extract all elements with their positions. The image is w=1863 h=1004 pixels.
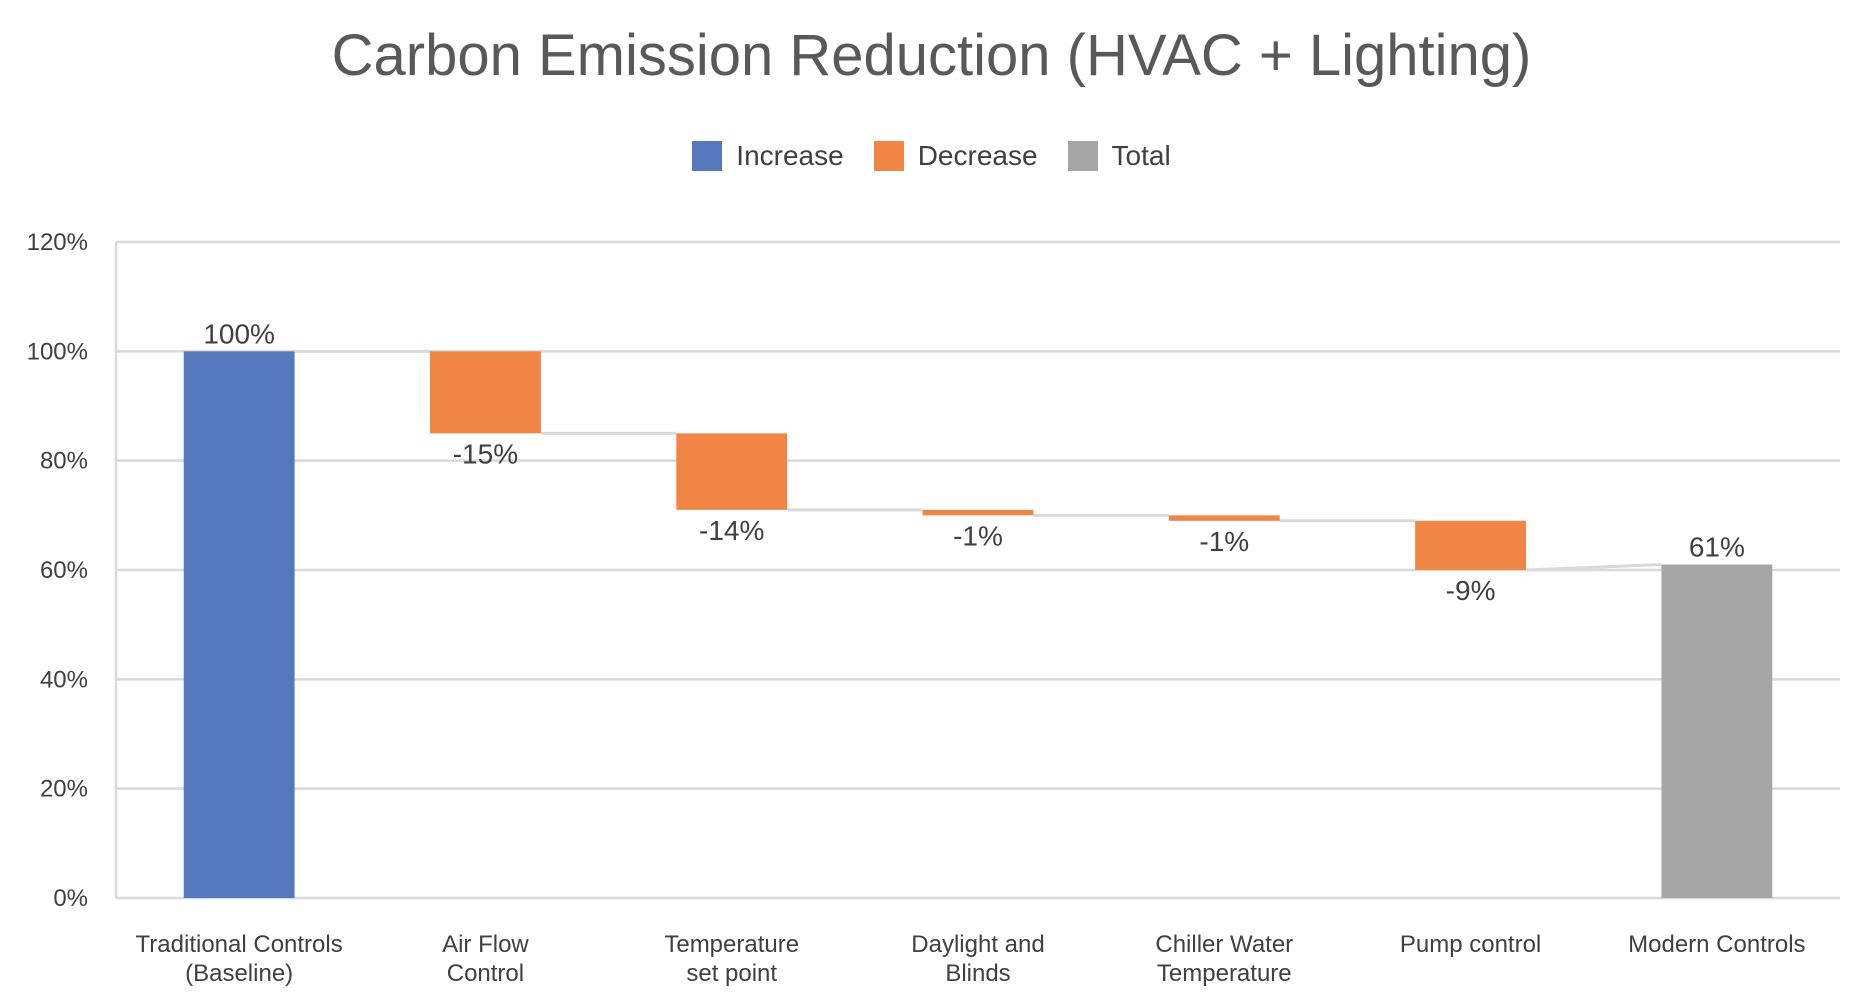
bar-decrease	[1168, 515, 1280, 521]
x-tick-label: Chiller Water Temperature	[1155, 931, 1293, 987]
y-tick-label: 120%	[27, 229, 88, 256]
data-label: -9%	[1446, 575, 1496, 606]
data-label: -14%	[699, 515, 764, 546]
bar-decrease	[430, 351, 541, 434]
y-axis: 0% 20% 40% 60% 80% 100% 120%	[27, 229, 88, 912]
legend-item-increase: Increase	[692, 140, 844, 172]
data-label: -15%	[453, 438, 518, 469]
x-tick-label: Traditional Controls (Baseline)	[136, 931, 343, 987]
bars	[183, 351, 1773, 898]
y-tick-label: 0%	[53, 885, 88, 912]
data-label: 100%	[203, 318, 275, 349]
legend-item-decrease: Decrease	[873, 140, 1038, 172]
bar-decrease	[922, 509, 1034, 516]
y-tick-label: 60%	[40, 557, 88, 584]
legend-label-total: Total	[1111, 140, 1171, 171]
bar-decrease	[676, 433, 788, 510]
x-axis: Traditional Controls (Baseline) Air Flow Co…	[136, 931, 1806, 987]
y-tick-label: 80%	[40, 448, 88, 475]
y-tick-label: 40%	[40, 666, 88, 693]
data-label: -1%	[953, 520, 1003, 551]
chart-title: Carbon Emission Reduction (HVAC + Lighti…	[331, 23, 1532, 88]
data-label: -1%	[1199, 526, 1249, 557]
data-labels: 100% -15% -14% -1% -1% -9% 61%	[203, 318, 1745, 606]
connectors	[294, 349, 1662, 572]
y-tick-label: 20%	[40, 776, 88, 803]
x-tick-label: Modern Controls	[1628, 931, 1805, 958]
legend-label-increase: Increase	[736, 140, 844, 171]
legend-label-decrease: Decrease	[917, 140, 1038, 171]
x-tick-label: Pump control	[1400, 931, 1541, 958]
bar-total	[1661, 564, 1773, 898]
legend-item-total: Total	[1067, 140, 1171, 172]
gridlines	[114, 240, 1840, 900]
bar-decrease	[1415, 520, 1526, 570]
legend-swatch-increase	[692, 141, 723, 171]
x-tick-label: Air Flow Control	[442, 931, 529, 987]
data-label: 61%	[1689, 532, 1745, 563]
x-tick-label: Daylight and Blinds	[911, 931, 1044, 987]
y-tick-label: 100%	[27, 338, 88, 365]
legend-swatch-total	[1067, 141, 1098, 171]
connector-line	[1525, 563, 1662, 572]
legend-swatch-decrease	[873, 141, 904, 171]
x-tick-label: Temperature set point	[664, 931, 799, 987]
legend: Increase Decrease Total	[0, 140, 1863, 172]
bar-increase	[183, 351, 295, 898]
